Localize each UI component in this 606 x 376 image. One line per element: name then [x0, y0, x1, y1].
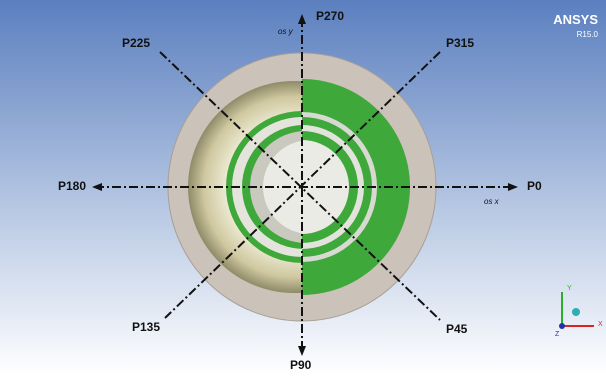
logo-version: R15.0: [577, 30, 599, 39]
axis-label: os y: [278, 27, 294, 36]
triad-label: X: [598, 321, 603, 328]
direction-label: P225: [122, 36, 150, 50]
axis-label: os x: [484, 197, 500, 206]
triad-label: Z: [555, 331, 560, 338]
direction-label: P45: [446, 322, 468, 336]
direction-label: P0: [527, 179, 542, 193]
direction-label: P315: [446, 36, 474, 50]
viewport: P270 P315 P225 P180 P0 P135 P45 P90 os y…: [0, 0, 606, 376]
page: {"logo": {"title": "ANSYS", "version": "…: [0, 0, 606, 376]
triad-label: Y: [567, 285, 572, 292]
direction-label: P180: [58, 179, 86, 193]
direction-label: P135: [132, 320, 160, 334]
direction-label: P270: [316, 9, 344, 23]
logo-title: ANSYS: [553, 12, 598, 27]
direction-label: P90: [290, 358, 312, 372]
